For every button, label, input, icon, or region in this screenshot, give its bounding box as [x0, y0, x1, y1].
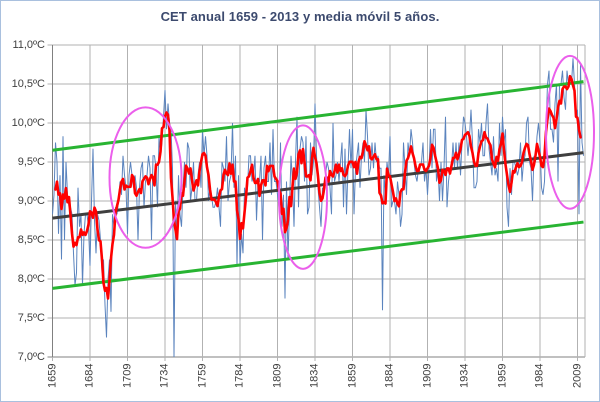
x-axis-label: 1934 [458, 363, 471, 388]
x-axis-label: 1784 [233, 363, 246, 388]
x-axis-label: 1809 [271, 363, 283, 388]
x-axis-label: 2009 [571, 363, 583, 388]
upper-channel-line [52, 80, 584, 152]
x-axis-label: 1884 [383, 363, 396, 388]
y-axis-label: 11,0ºC [12, 38, 45, 51]
x-axis-label: 1859 [346, 363, 358, 388]
x-axis-label: 1959 [496, 363, 508, 388]
y-axis-label: 7,0ºC [17, 350, 45, 363]
y-axis-label: 7,5ºC [17, 311, 45, 324]
y-axis-label: 10,5ºC [11, 77, 45, 90]
y-axis-label: 9,0ºC [17, 194, 45, 207]
x-axis-label: 1659 [46, 363, 58, 388]
x-axis-label: 1984 [533, 363, 546, 388]
x-axis-label: 1909 [421, 363, 433, 388]
x-axis-label: 1834 [308, 363, 321, 388]
y-axis-label: 8,0ºC [17, 272, 45, 285]
y-axis-label: 9,5ºC [17, 155, 45, 168]
chart-title: CET anual 1659 - 2013 y media móvil 5 añ… [160, 9, 440, 24]
moving-average-line [54, 74, 582, 300]
annotation-ellipse [278, 124, 328, 270]
y-axis-label: 10,0ºC [11, 116, 45, 129]
annotation-ellipse [545, 54, 595, 210]
x-axis-label: 1759 [196, 363, 208, 388]
x-axis-label: 1684 [83, 363, 96, 388]
annotation-ellipse [108, 106, 183, 249]
x-axis-label: 1709 [121, 363, 133, 388]
y-axis-label: 8,5ºC [17, 233, 45, 246]
x-axis-label: 1734 [158, 363, 171, 388]
